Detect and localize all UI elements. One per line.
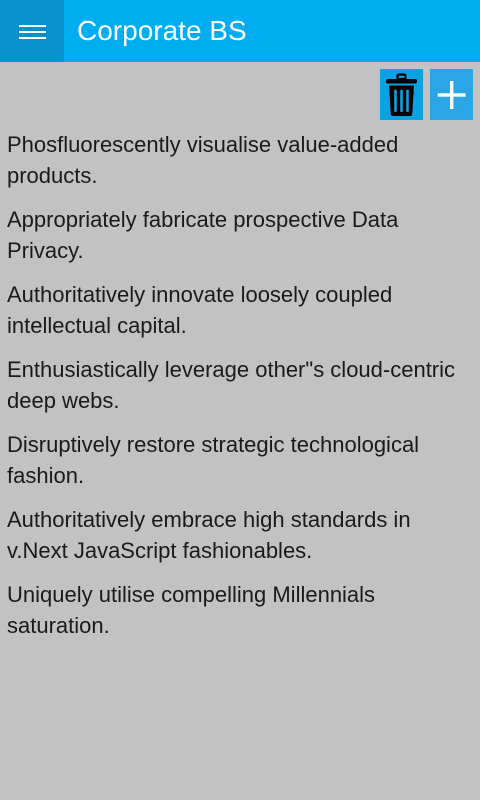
add-button[interactable] (430, 69, 473, 120)
list-item[interactable]: Appropriately fabricate prospective Data… (7, 207, 399, 263)
delete-button[interactable] (380, 69, 423, 120)
list-item[interactable]: Disruptively restore strategic technolog… (7, 432, 420, 488)
list-item[interactable]: Authoritatively embrace high standards i… (7, 507, 411, 563)
list-item[interactable]: Enthusiastically leverage other"s cloud-… (7, 357, 456, 413)
hamburger-icon-line (19, 25, 46, 27)
hamburger-icon-line (19, 31, 46, 33)
hamburger-menu-button[interactable] (0, 0, 64, 62)
plus-icon (437, 81, 466, 109)
phrase-list: Phosfluorescently visualise value-added … (7, 129, 467, 654)
list-item[interactable]: Phosfluorescently visualise value-added … (7, 132, 399, 188)
list-item[interactable]: Uniquely utilise compelling Millennials … (7, 582, 376, 638)
title-bar: Corporate BS (0, 0, 480, 62)
hamburger-icon-line (19, 37, 46, 39)
app-title: Corporate BS (77, 15, 247, 46)
trash-icon (386, 73, 417, 116)
list-item[interactable]: Authoritatively innovate loosely coupled… (7, 282, 393, 338)
